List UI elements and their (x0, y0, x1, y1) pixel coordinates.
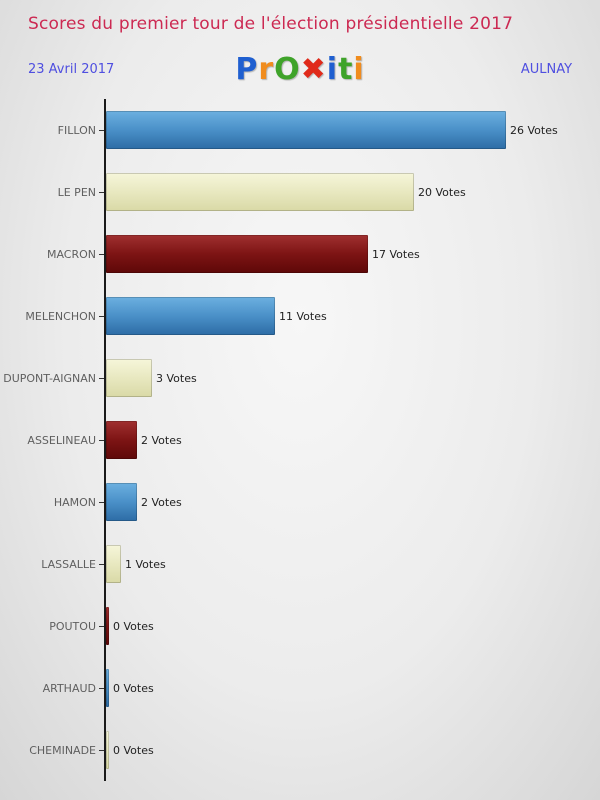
axis-tick (99, 377, 104, 379)
bar (106, 607, 109, 645)
value-label: 17 Votes (372, 247, 420, 261)
bar (106, 421, 137, 459)
axis-tick (99, 439, 104, 441)
bar-cell: 17 Votes (104, 223, 600, 285)
bar (106, 173, 414, 211)
chart-row: FILLON 26 Votes (0, 99, 600, 161)
chart-row: ARTHAUD 0 Votes (0, 657, 600, 719)
bar (106, 669, 109, 707)
category-label: HAMON (53, 495, 96, 509)
meta-row: 23 Avril 2017 PrO✖iti AULNAY (0, 34, 600, 87)
bar (106, 111, 506, 149)
chart-row: MACRON 17 Votes (0, 223, 600, 285)
value-label: 2 Votes (141, 433, 182, 447)
axis-tick (99, 253, 104, 255)
chart-row: ASSELINEAU 2 Votes (0, 409, 600, 471)
chart-row: HAMON 2 Votes (0, 471, 600, 533)
bar (106, 359, 152, 397)
bar-cell: 3 Votes (104, 347, 600, 409)
category-label-cell: FILLON (0, 99, 104, 161)
value-label: 2 Votes (141, 495, 182, 509)
category-label-cell: MACRON (0, 223, 104, 285)
value-label: 3 Votes (156, 371, 197, 385)
bar-chart: FILLON 26 Votes LE PEN 20 Votes MACRON 17 Vot… (0, 99, 600, 781)
bar-cell: 1 Votes (104, 533, 600, 595)
category-label-cell: ASSELINEAU (0, 409, 104, 471)
logo-letter: i (326, 52, 339, 87)
category-label: LASSALLE (41, 557, 96, 571)
logo-letter: t (338, 52, 354, 87)
category-label-cell: POUTOU (0, 595, 104, 657)
category-label-cell: LE PEN (0, 161, 104, 223)
axis-tick (99, 129, 104, 131)
category-label: POUTOU (49, 619, 96, 633)
value-label: 20 Votes (418, 185, 466, 199)
date-label: 23 Avril 2017 (28, 62, 115, 77)
chart-row: DUPONT-AIGNAN 3 Votes (0, 347, 600, 409)
bar-cell: 0 Votes (104, 595, 600, 657)
bar-cell: 0 Votes (104, 719, 600, 781)
logo-letter: i (353, 52, 365, 87)
category-label-cell: CHEMINADE (0, 719, 104, 781)
bar (106, 731, 109, 769)
axis-tick (99, 315, 104, 317)
axis-tick (99, 625, 104, 627)
category-label: MELENCHON (25, 309, 96, 323)
axis-tick (99, 191, 104, 193)
axis-tick (99, 563, 104, 565)
category-label: ARTHAUD (42, 681, 96, 695)
value-label: 11 Votes (279, 309, 327, 323)
chart-row: LE PEN 20 Votes (0, 161, 600, 223)
category-label: FILLON (57, 123, 96, 137)
logo-letter: O (274, 52, 301, 87)
bar (106, 545, 121, 583)
bar-cell: 0 Votes (104, 657, 600, 719)
category-label: LE PEN (57, 185, 96, 199)
axis-tick (99, 687, 104, 689)
value-label: 26 Votes (510, 123, 558, 137)
logo-letter: ✖ (300, 52, 327, 87)
value-label: 0 Votes (113, 619, 154, 633)
bar (106, 235, 368, 273)
bar (106, 483, 137, 521)
chart-row: CHEMINADE 0 Votes (0, 719, 600, 781)
bar-cell: 26 Votes (104, 99, 600, 161)
page-title: Scores du premier tour de l'élection pré… (28, 14, 514, 34)
bar-cell: 20 Votes (104, 161, 600, 223)
category-label: DUPONT-AIGNAN (3, 371, 96, 385)
category-label-cell: MELENCHON (0, 285, 104, 347)
category-label-cell: LASSALLE (0, 533, 104, 595)
bar-cell: 11 Votes (104, 285, 600, 347)
chart-row: POUTOU 0 Votes (0, 595, 600, 657)
axis-tick (99, 749, 104, 751)
bar (106, 297, 275, 335)
category-label-cell: ARTHAUD (0, 657, 104, 719)
logo-letter: P (235, 52, 259, 87)
axis-tick (99, 501, 104, 503)
proxiti-logo: PrO✖iti (235, 52, 364, 87)
category-label-cell: DUPONT-AIGNAN (0, 347, 104, 409)
bar-cell: 2 Votes (104, 471, 600, 533)
value-label: 1 Votes (125, 557, 166, 571)
category-label: MACRON (46, 247, 96, 261)
bar-cell: 2 Votes (104, 409, 600, 471)
location-label: AULNAY (520, 62, 573, 77)
logo-letter: r (258, 52, 275, 87)
value-label: 0 Votes (113, 743, 154, 757)
value-label: 0 Votes (113, 681, 154, 695)
category-label-cell: HAMON (0, 471, 104, 533)
chart-row: LASSALLE 1 Votes (0, 533, 600, 595)
chart-row: MELENCHON 11 Votes (0, 285, 600, 347)
category-label: CHEMINADE (29, 743, 96, 757)
category-label: ASSELINEAU (27, 433, 96, 447)
